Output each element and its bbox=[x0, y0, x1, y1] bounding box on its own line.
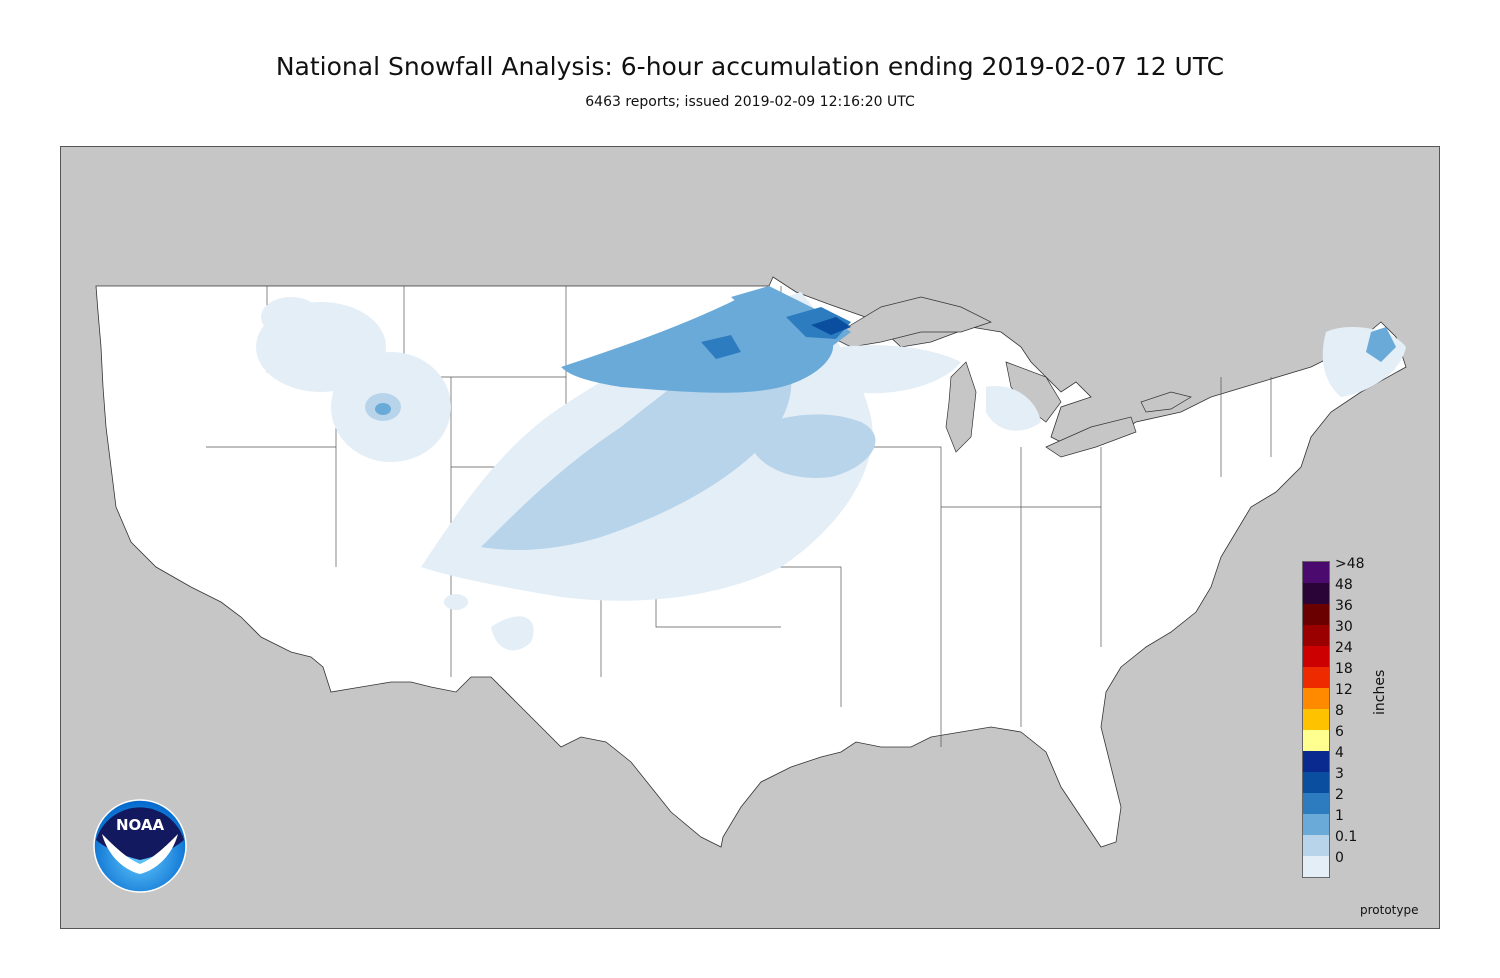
legend-swatch bbox=[1303, 772, 1329, 793]
legend-label: 24 bbox=[1335, 640, 1353, 656]
legend-label: 36 bbox=[1335, 598, 1353, 614]
legend-swatch bbox=[1303, 835, 1329, 856]
legend-label: 0.1 bbox=[1335, 829, 1358, 845]
legend-swatch bbox=[1303, 814, 1329, 835]
legend-swatch bbox=[1303, 583, 1329, 604]
legend-label: 4 bbox=[1335, 745, 1344, 761]
legend-label: 12 bbox=[1335, 682, 1353, 698]
legend-swatch bbox=[1303, 667, 1329, 688]
legend-swatch bbox=[1303, 604, 1329, 625]
legend-swatch bbox=[1303, 688, 1329, 709]
legend-swatch bbox=[1303, 625, 1329, 646]
legend-swatch bbox=[1303, 709, 1329, 730]
legend-label: 2 bbox=[1335, 787, 1344, 803]
legend-swatch bbox=[1303, 730, 1329, 751]
legend-swatch bbox=[1303, 646, 1329, 667]
legend-label: 3 bbox=[1335, 766, 1344, 782]
prototype-note: prototype bbox=[1360, 903, 1419, 917]
snowfall-contours bbox=[256, 286, 1406, 651]
legend-unit-label: inches bbox=[1372, 669, 1388, 715]
map-title: National Snowfall Analysis: 6-hour accum… bbox=[275, 52, 1225, 81]
legend-label: >48 bbox=[1335, 556, 1365, 572]
snowfall-map[interactable] bbox=[60, 146, 1440, 929]
legend-label: 8 bbox=[1335, 703, 1344, 719]
great-lakes bbox=[830, 296, 1192, 458]
legend-label: 18 bbox=[1335, 661, 1353, 677]
legend-swatch bbox=[1303, 562, 1329, 583]
legend-label: 0 bbox=[1335, 850, 1344, 866]
legend-swatch bbox=[1303, 856, 1329, 877]
legend-label: 6 bbox=[1335, 724, 1344, 740]
noaa-logo-text: NOAA bbox=[116, 816, 165, 834]
legend-swatch bbox=[1303, 793, 1329, 814]
legend-colorbar bbox=[1302, 561, 1330, 878]
legend-swatch bbox=[1303, 751, 1329, 772]
map-canvas bbox=[95, 276, 1407, 848]
legend-label: 48 bbox=[1335, 577, 1353, 593]
legend-label: 1 bbox=[1335, 808, 1344, 824]
noaa-logo: NOAA bbox=[93, 799, 187, 893]
legend-label: 30 bbox=[1335, 619, 1353, 635]
map-subtitle: 6463 reports; issued 2019-02-09 12:16:20… bbox=[585, 94, 915, 110]
